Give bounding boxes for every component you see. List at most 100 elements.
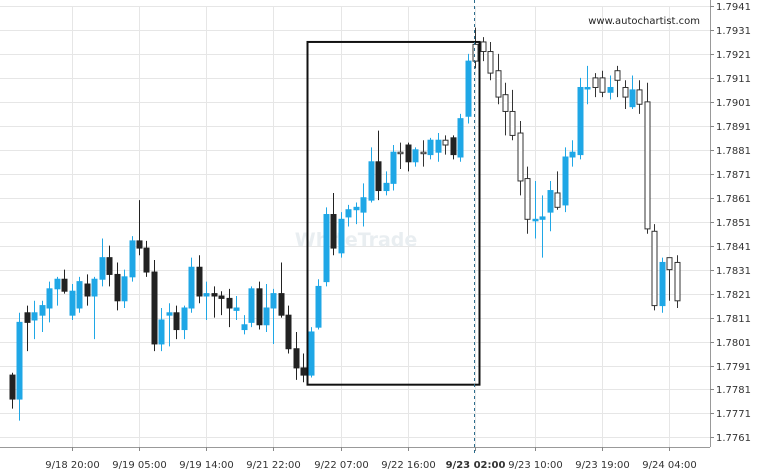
candle — [84, 274, 91, 306]
candle — [345, 204, 352, 227]
candle-body — [450, 137, 457, 156]
candle — [539, 195, 546, 258]
candle-body — [84, 283, 91, 297]
candle — [308, 327, 315, 378]
candle — [24, 305, 31, 352]
candle — [517, 121, 524, 196]
candle-body — [226, 297, 233, 309]
candle — [256, 281, 263, 330]
candle-body — [166, 312, 173, 316]
candle-body — [31, 312, 38, 321]
y-tick-label: 1.7821 — [716, 290, 751, 301]
watermark-text: WhiteTrade — [295, 229, 418, 251]
candle — [480, 37, 487, 62]
candle-body — [61, 278, 68, 292]
candle — [599, 70, 606, 98]
candle — [9, 372, 16, 409]
y-tick-label: 1.7761 — [716, 433, 751, 444]
y-tick-label: 1.7861 — [716, 194, 751, 205]
candle — [614, 65, 621, 98]
candle — [420, 140, 427, 167]
candle — [173, 305, 180, 340]
candle — [61, 269, 68, 294]
candle — [129, 236, 136, 282]
candle-body — [383, 182, 390, 192]
candle-body — [577, 86, 584, 156]
candle-body — [233, 307, 240, 311]
candle — [644, 82, 651, 234]
x-axis-ticks: 9/18 20:00 9/19 05:00 9/19 14:00 9/21 22:00… — [45, 447, 697, 471]
y-tick-label: 1.7871 — [716, 170, 751, 181]
candle — [218, 291, 225, 316]
y-tick-label: 1.7781 — [716, 385, 751, 396]
y-tick-label: 1.7941 — [716, 2, 751, 13]
candle-body — [196, 266, 203, 297]
candle — [532, 180, 539, 239]
candle-body — [114, 273, 121, 302]
x-tick-label: 9/24 04:00 — [642, 460, 696, 471]
candle — [651, 224, 658, 311]
candle-body — [330, 214, 337, 249]
candle-body — [465, 60, 472, 117]
candle-body — [54, 278, 61, 290]
y-tick-label: 1.7831 — [716, 266, 751, 277]
candle-body — [9, 374, 16, 400]
candle-body — [375, 161, 382, 192]
candle-body — [338, 218, 345, 254]
candle-body — [46, 288, 53, 309]
candle-body — [636, 89, 643, 105]
candle-body — [143, 247, 150, 273]
candle — [427, 137, 434, 160]
candle-body — [308, 331, 315, 376]
candle-body — [487, 51, 494, 74]
candle-body — [599, 77, 606, 93]
candle — [263, 284, 270, 332]
candle-body — [420, 151, 427, 155]
candle-body — [472, 43, 479, 62]
candle — [622, 80, 629, 110]
candle-body — [457, 118, 464, 158]
candle — [121, 269, 128, 308]
y-tick-label: 1.7881 — [716, 146, 751, 157]
candle-body — [569, 151, 576, 158]
candle-body — [502, 94, 509, 112]
candle — [562, 147, 569, 213]
candle — [323, 207, 330, 287]
candle — [569, 140, 576, 167]
candle-body — [532, 218, 539, 222]
grid-lines — [0, 6, 710, 447]
y-axis-ticks: 1.7941 1.7931 1.7921 1.7911 1.7901 1.7891 1.78… — [710, 2, 751, 444]
y-tick-label: 1.7841 — [716, 242, 751, 253]
x-tick-label: 9/22 16:00 — [381, 460, 435, 471]
candle-body — [614, 70, 621, 81]
candle-body — [674, 261, 681, 302]
candle-body — [368, 161, 375, 201]
candle — [674, 255, 681, 308]
candle-body — [285, 314, 292, 350]
candle — [584, 65, 591, 105]
candle-body — [211, 293, 218, 297]
candle — [91, 276, 98, 340]
candle — [31, 300, 38, 340]
candle-body — [524, 178, 531, 220]
candle — [136, 200, 143, 256]
candle-body — [270, 293, 277, 309]
candle — [166, 303, 173, 347]
candle — [315, 279, 322, 330]
candle-body — [263, 307, 270, 326]
candle — [76, 276, 83, 313]
candle-body — [405, 144, 412, 163]
candle — [226, 288, 233, 328]
candle-body — [203, 293, 210, 297]
y-tick-label: 1.7931 — [716, 26, 751, 37]
candle — [233, 296, 240, 320]
candle-body — [136, 240, 143, 249]
candle-body — [256, 288, 263, 326]
candle-body — [99, 257, 106, 280]
candle — [54, 276, 61, 306]
candle — [607, 75, 614, 100]
x-tick-label: 9/19 14:00 — [179, 460, 233, 471]
candle — [188, 257, 195, 313]
x-tick-label: 9/18 20:00 — [45, 460, 99, 471]
pattern-overlay — [306, 0, 481, 453]
